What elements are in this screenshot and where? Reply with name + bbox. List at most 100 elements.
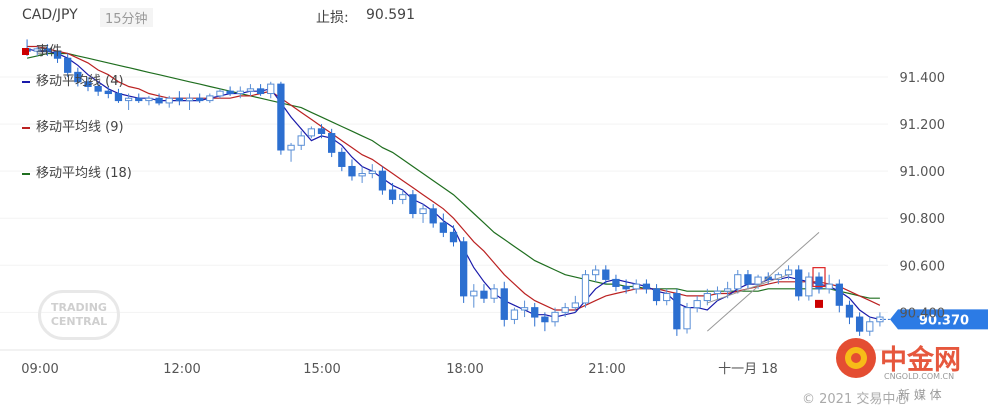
y-tick-label: 91.400	[900, 71, 946, 86]
stop-loss-value: 90.591	[366, 7, 415, 23]
y-tick-label: 90.800	[900, 212, 946, 227]
candle-down	[531, 307, 539, 318]
tc-line2: CENTRAL	[50, 315, 108, 328]
x-tick-label: 12:00	[163, 362, 200, 377]
candle-down	[612, 278, 620, 287]
trading-central-watermark: TRADING CENTRAL	[38, 290, 120, 340]
candle-down	[541, 316, 549, 323]
brand-url: CNGOLD.COM.CN	[884, 372, 955, 381]
candle-up	[754, 276, 762, 285]
candle-up	[510, 309, 519, 320]
ma4-swatch-icon	[22, 80, 30, 83]
legend-ma9: 移动平均线 (9)	[22, 116, 124, 135]
candle-up	[307, 128, 316, 137]
candle-up	[287, 144, 295, 151]
candle-up	[693, 300, 701, 309]
brand-cn: 中金网	[880, 345, 961, 376]
ma9-swatch-icon	[22, 126, 30, 129]
x-tick-label: 15:00	[303, 362, 340, 377]
channel-line-upper	[706, 231, 820, 332]
candle-up	[399, 194, 407, 200]
candle-down	[815, 276, 823, 290]
candle-down	[226, 90, 234, 95]
event-marker	[815, 299, 824, 308]
candle-up	[297, 135, 305, 146]
legend-label-event: 事件	[36, 44, 63, 59]
candle-up	[206, 95, 214, 102]
candle-down	[256, 88, 265, 95]
current-price-tag	[890, 309, 988, 330]
cngold-logo-icon	[836, 338, 876, 378]
candle-up	[33, 48, 41, 52]
stop-loss-box	[812, 267, 826, 288]
candle-down	[388, 189, 397, 200]
x-tick-label: 09:00	[21, 362, 58, 377]
candle-up	[632, 283, 640, 290]
candle-down	[155, 97, 163, 104]
candle-up	[825, 283, 833, 290]
candle-down	[845, 304, 854, 318]
candle-up	[246, 88, 255, 92]
candle-down	[378, 170, 387, 191]
candle-up	[124, 97, 133, 102]
legend-event: 事件	[22, 40, 62, 59]
candle-down	[835, 283, 843, 306]
y-tick-label: 90.600	[900, 259, 946, 274]
candle-down	[84, 81, 92, 87]
candle-up	[267, 83, 275, 95]
candle-up	[419, 208, 427, 215]
candle-up	[591, 269, 600, 276]
candle-down	[500, 288, 508, 320]
candle-up	[713, 290, 722, 295]
current-price-label: 90.370	[919, 313, 969, 328]
candle-up	[734, 274, 742, 290]
x-tick-label: 21:00	[588, 362, 625, 377]
candle-up	[805, 276, 813, 297]
candle-down	[460, 241, 468, 297]
ma9-line	[27, 45, 881, 311]
candle-down	[135, 97, 143, 102]
candle-down	[602, 269, 610, 280]
candle-up	[866, 321, 874, 332]
candle-up	[358, 173, 366, 177]
candle-down	[480, 290, 488, 299]
candle-down	[43, 48, 52, 52]
candle-down	[64, 57, 72, 73]
candle-down	[175, 97, 184, 102]
candle-up	[185, 97, 194, 102]
x-tick-label: 18:00	[446, 362, 483, 377]
candle-up	[165, 97, 173, 104]
legend-label-ma4: 移动平均线 (4)	[36, 74, 124, 89]
ma18-line	[26, 52, 880, 299]
candle-down	[652, 288, 661, 302]
candle-down	[74, 71, 82, 83]
y-tick-label: 91.000	[900, 165, 946, 180]
candle-up	[723, 288, 732, 292]
legend-label-ma18: 移动平均线 (18)	[36, 166, 132, 181]
candle-down	[114, 93, 123, 102]
candle-down	[338, 151, 346, 167]
legend-ma4: 移动平均线 (4)	[22, 70, 124, 89]
x-tick-label: 十一月 18	[718, 362, 778, 377]
candle-down	[94, 85, 102, 92]
candle-up	[551, 311, 559, 323]
candle-down	[53, 50, 62, 59]
candle-down	[744, 274, 752, 285]
candle-up	[784, 269, 793, 276]
candle-up	[216, 90, 224, 97]
channel-line-lower	[707, 274, 789, 304]
candle-up	[368, 170, 376, 175]
candle-down	[439, 222, 447, 233]
candle-down	[409, 194, 417, 215]
candle-down	[277, 83, 285, 151]
candle-down	[855, 316, 864, 332]
interval-label[interactable]: 15分钟	[100, 8, 153, 27]
candle-up	[520, 307, 529, 311]
y-tick-label: 91.200	[900, 118, 946, 133]
ma4-line	[26, 48, 881, 320]
brand-tag: 新 媒 体	[898, 388, 942, 402]
candle-down	[449, 231, 458, 243]
y-tick-label: 90.400	[900, 306, 946, 321]
candle-down	[429, 208, 437, 224]
